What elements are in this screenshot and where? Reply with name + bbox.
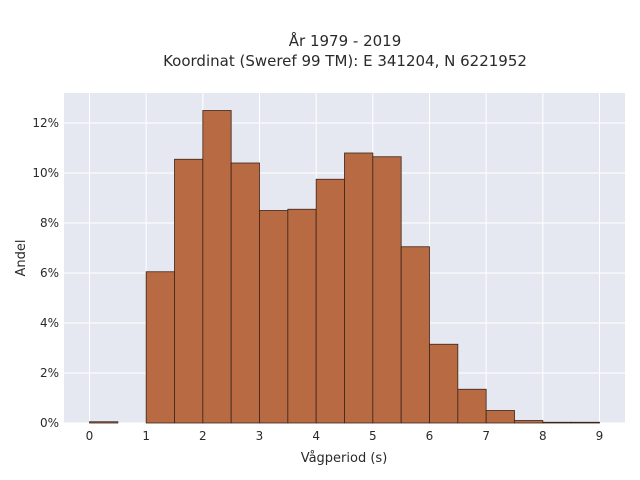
y-tick-label: 12% — [32, 116, 59, 130]
chart-title-line-2: Koordinat (Sweref 99 TM): E 341204, N 62… — [163, 52, 527, 70]
y-tick-labels: 0% 2% 4% 6% 8% 10% 12% — [32, 116, 59, 430]
histogram-bar — [457, 388, 487, 424]
x-tick-label: 1 — [142, 429, 150, 443]
x-tick-label: 5 — [369, 429, 377, 443]
histogram-bar — [429, 343, 459, 424]
histogram-bar — [344, 152, 374, 424]
histogram-bar — [570, 421, 600, 424]
histogram-bar — [372, 156, 402, 424]
x-tick-label: 6 — [426, 429, 434, 443]
histogram-bar — [145, 271, 175, 424]
histogram-bar — [514, 420, 544, 424]
y-tick-label: 4% — [40, 316, 59, 330]
y-tick-label: 8% — [40, 216, 59, 230]
x-tick-label: 3 — [256, 429, 264, 443]
histogram-bar — [400, 246, 430, 424]
histogram-bar — [89, 421, 119, 424]
histogram-bar — [174, 158, 204, 424]
histogram-bar — [542, 421, 572, 424]
x-tick-label: 0 — [86, 429, 94, 443]
y-tick-label: 2% — [40, 366, 59, 380]
x-tick-label: 8 — [539, 429, 547, 443]
y-tick-label: 10% — [32, 166, 59, 180]
y-tick-label: 0% — [40, 416, 59, 430]
x-axis-label: Vågperiod (s) — [301, 451, 388, 466]
histogram-bar — [485, 410, 515, 424]
x-tick-label: 9 — [596, 429, 604, 443]
chart-title-line-1: År 1979 - 2019 — [289, 31, 402, 50]
histogram-bar — [259, 210, 289, 424]
x-tick-labels: 0 1 2 3 4 5 6 7 8 9 — [86, 429, 604, 443]
x-tick-label: 7 — [482, 429, 490, 443]
histogram-bar — [230, 162, 260, 424]
histogram-bar — [202, 110, 232, 424]
x-tick-label: 2 — [199, 429, 207, 443]
histogram-bar — [287, 208, 317, 424]
y-tick-label: 6% — [40, 266, 59, 280]
y-axis-label: Andel — [14, 240, 29, 277]
x-tick-label: 4 — [312, 429, 320, 443]
bars — [89, 110, 600, 424]
histogram-bar — [315, 178, 345, 424]
